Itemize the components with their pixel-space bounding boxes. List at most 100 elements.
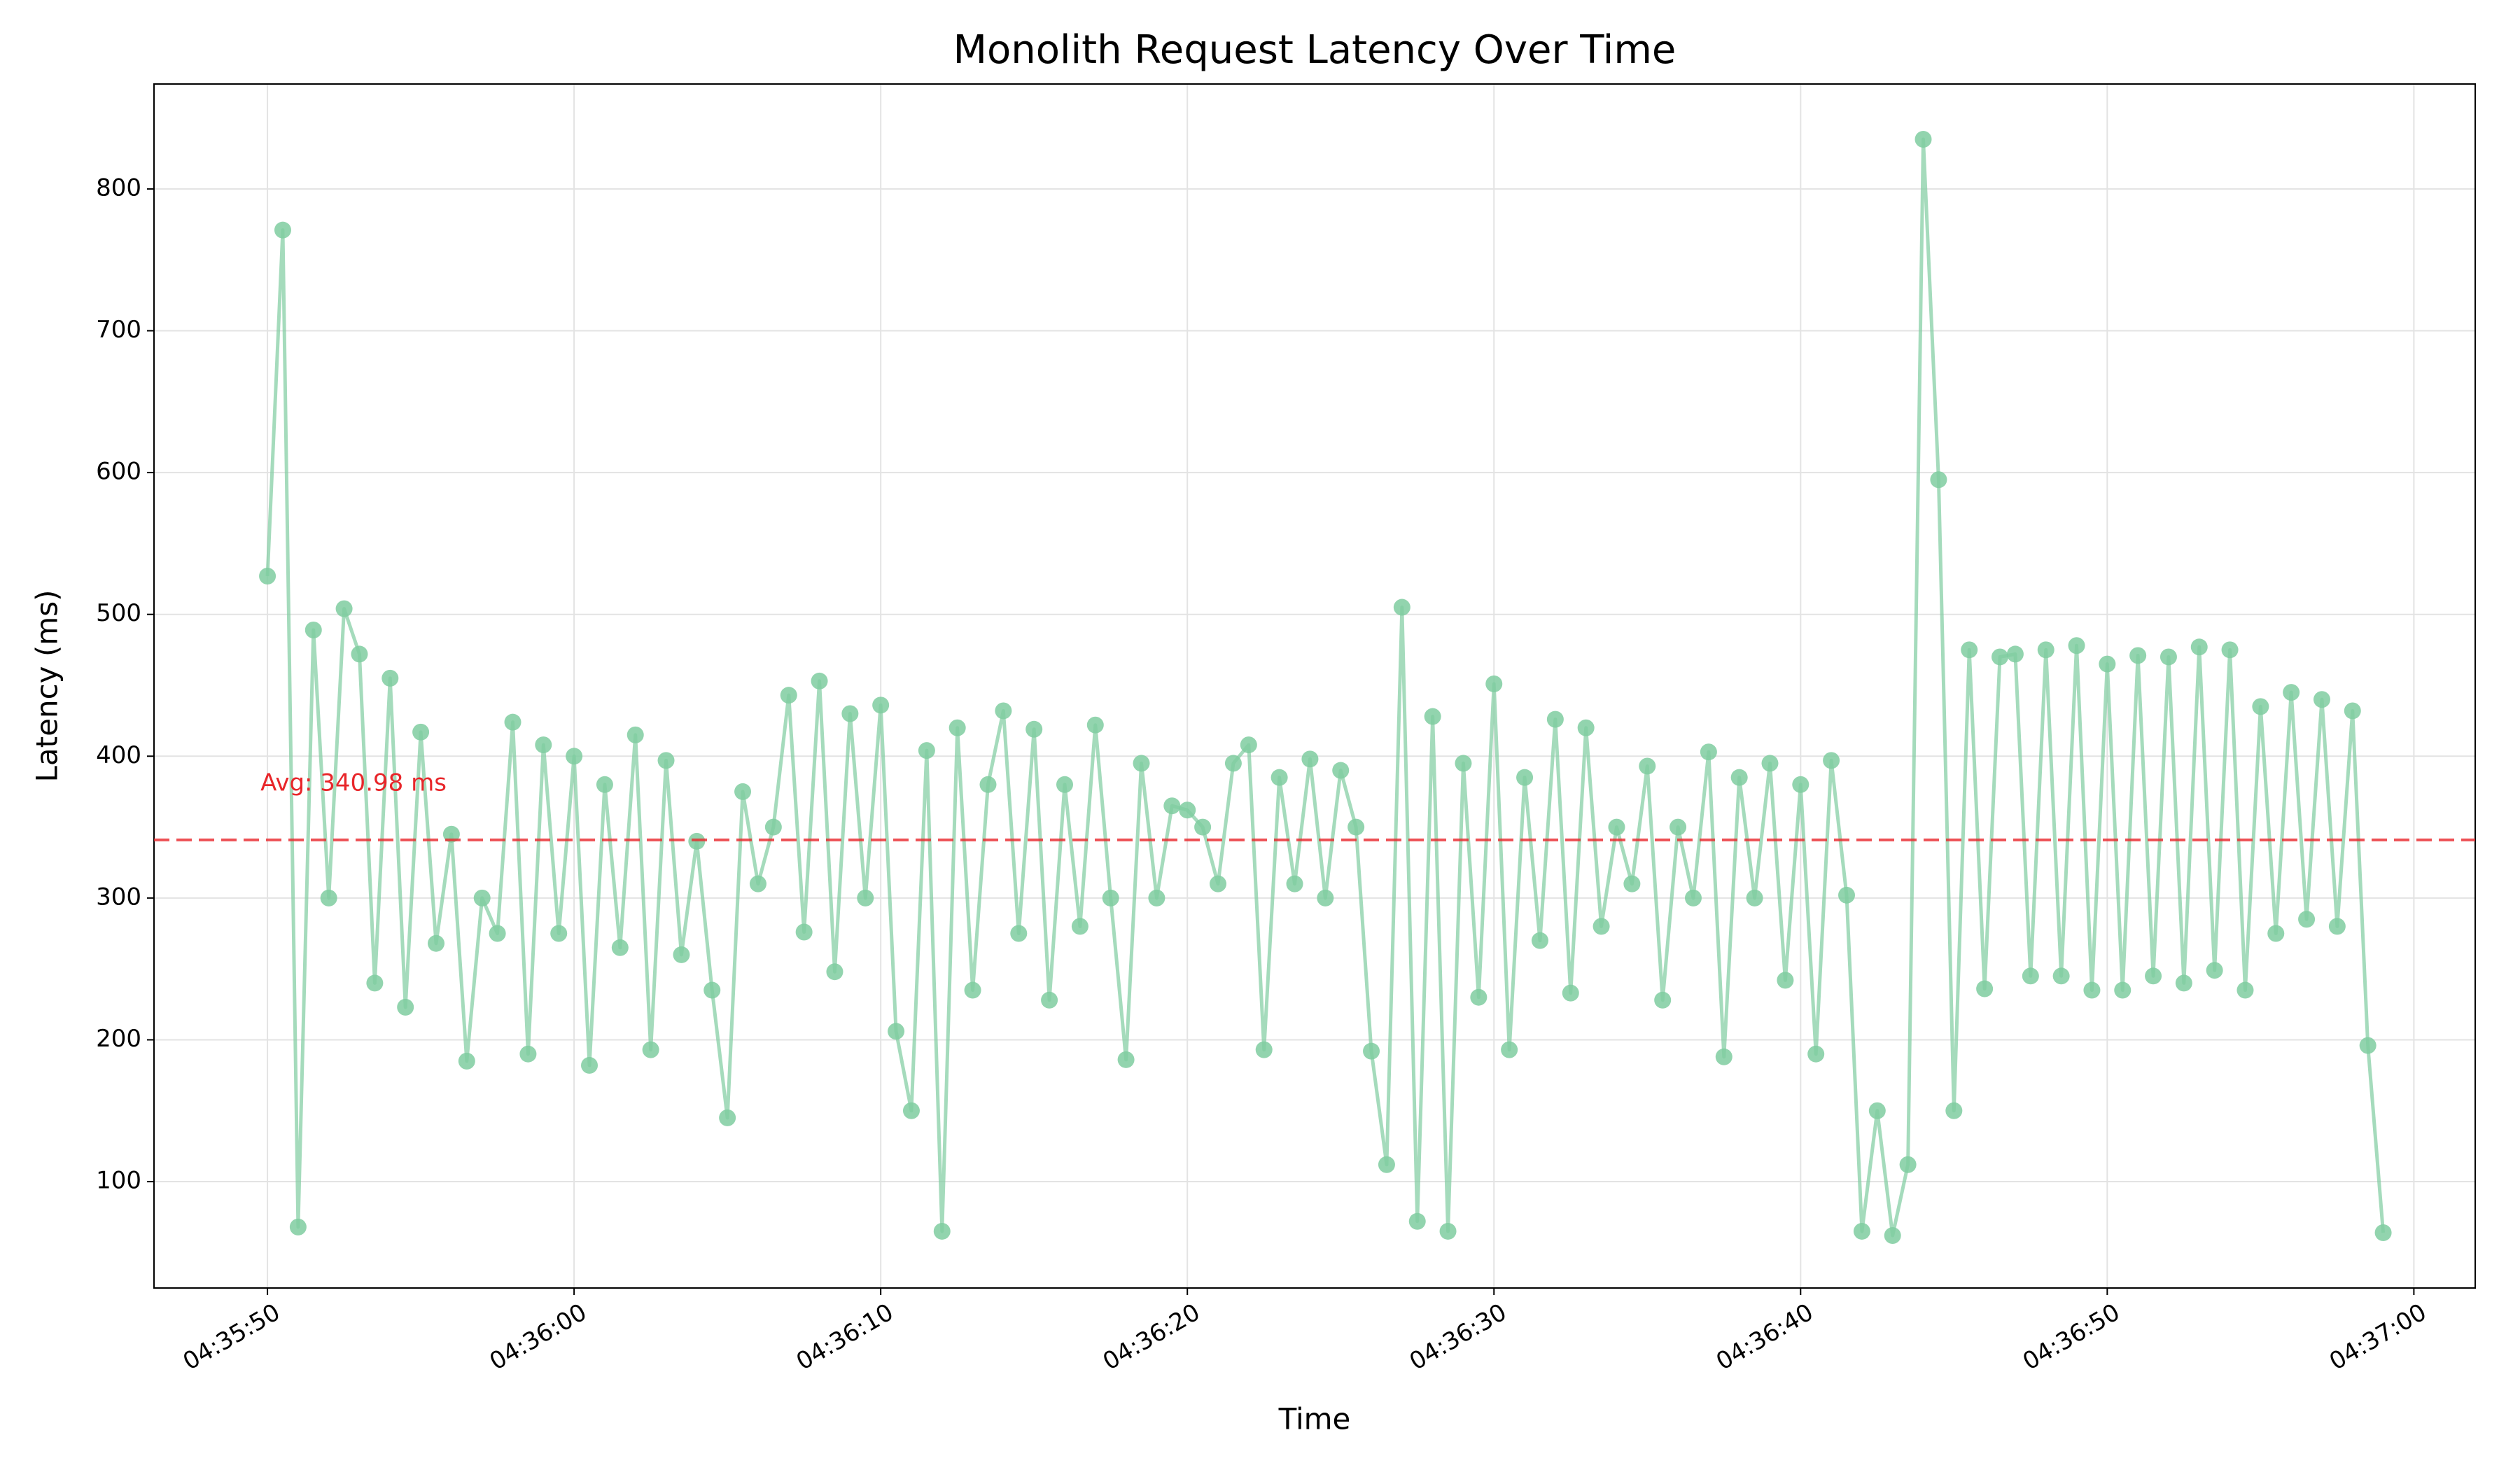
data-point <box>1961 641 1978 659</box>
data-point <box>749 875 766 892</box>
data-point <box>1930 471 1947 489</box>
data-point <box>1010 925 1028 942</box>
data-point <box>2221 641 2239 659</box>
data-point <box>734 783 752 800</box>
data-point <box>872 696 890 714</box>
data-point <box>1838 886 1856 904</box>
data-point <box>1470 988 1488 1006</box>
data-point <box>811 672 828 690</box>
data-point <box>1501 1041 1518 1058</box>
data-point <box>611 939 629 956</box>
data-point <box>1516 769 1534 786</box>
data-point <box>1455 755 1472 772</box>
data-point <box>704 981 721 999</box>
data-point <box>304 621 322 638</box>
data-point <box>764 818 782 836</box>
y-tick-label: 700 <box>96 316 141 344</box>
data-point <box>2359 1037 2376 1054</box>
data-point <box>442 825 460 843</box>
data-point <box>2022 967 2039 985</box>
data-point <box>1562 984 1579 1002</box>
data-point <box>1592 918 1610 935</box>
data-point <box>1286 875 1303 892</box>
data-point <box>1056 776 1073 793</box>
data-point <box>535 736 552 754</box>
data-point <box>2099 655 2116 673</box>
data-point <box>1715 1048 1732 1065</box>
data-point <box>1363 1042 1380 1060</box>
data-point <box>1899 1156 1917 1173</box>
data-point <box>2252 698 2269 715</box>
data-point <box>1317 889 1334 906</box>
data-point <box>2145 967 2162 985</box>
data-point <box>1761 755 1779 772</box>
data-point <box>351 645 368 663</box>
data-point <box>2052 967 2070 985</box>
data-point <box>964 981 981 999</box>
data-point <box>2114 981 2132 999</box>
data-point <box>1792 776 1809 793</box>
data-point <box>1026 720 1043 738</box>
data-point <box>795 923 813 941</box>
data-point <box>1853 1222 1870 1240</box>
data-point <box>2160 648 2177 666</box>
y-tick-label: 300 <box>96 883 141 911</box>
data-point <box>382 669 399 687</box>
data-point <box>489 925 506 942</box>
data-point <box>857 889 874 906</box>
data-point <box>1424 708 1441 725</box>
data-point <box>1976 980 1994 997</box>
data-point <box>1639 757 1656 775</box>
data-point <box>1746 889 1763 906</box>
data-point <box>259 567 276 584</box>
data-point <box>1700 743 1717 761</box>
data-point <box>397 998 414 1016</box>
data-point <box>1224 755 1242 772</box>
data-point <box>918 742 935 760</box>
data-point <box>289 1218 307 1236</box>
y-tick-label: 200 <box>96 1025 141 1053</box>
data-point <box>550 925 568 942</box>
data-point <box>1546 710 1564 728</box>
data-point <box>1378 1156 1395 1173</box>
data-point <box>1117 1051 1135 1068</box>
data-point <box>995 702 1012 720</box>
data-point <box>2037 641 2054 659</box>
data-point <box>1086 716 1104 734</box>
data-point <box>1348 818 1365 836</box>
data-point <box>473 889 491 906</box>
data-point <box>596 776 613 793</box>
y-tick-label: 800 <box>96 174 141 202</box>
data-point <box>2344 702 2361 720</box>
data-point <box>566 748 583 765</box>
data-point <box>504 713 522 731</box>
data-point <box>335 600 353 617</box>
data-point <box>2175 974 2192 992</box>
data-point <box>642 1041 659 1058</box>
data-point <box>581 1056 598 1074</box>
y-axis-label: Latency (ms) <box>30 590 64 783</box>
data-point <box>1654 991 1672 1009</box>
data-point <box>1684 889 1702 906</box>
data-point <box>1163 797 1181 815</box>
data-point <box>1608 818 1625 836</box>
data-point <box>1945 1102 1963 1119</box>
y-tick-label: 600 <box>96 458 141 486</box>
data-point <box>2068 637 2085 654</box>
data-point <box>979 776 997 793</box>
y-tick-label: 500 <box>96 599 141 627</box>
data-point <box>1868 1102 1886 1119</box>
data-point <box>2374 1224 2392 1241</box>
data-point <box>1914 131 1932 148</box>
data-point <box>2313 691 2330 708</box>
data-point <box>1408 1212 1426 1230</box>
data-point <box>1194 818 1212 836</box>
data-point <box>2328 918 2346 935</box>
data-point <box>902 1102 920 1119</box>
data-point <box>274 221 291 239</box>
data-point <box>2283 684 2300 701</box>
data-point <box>1823 752 1840 769</box>
data-point <box>1102 889 1119 906</box>
data-point <box>2267 925 2285 942</box>
